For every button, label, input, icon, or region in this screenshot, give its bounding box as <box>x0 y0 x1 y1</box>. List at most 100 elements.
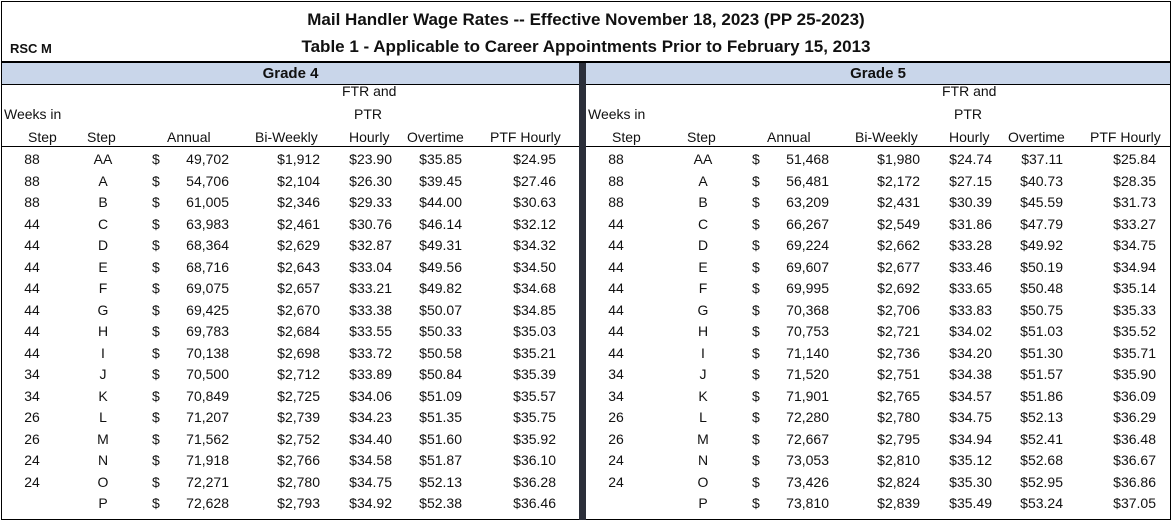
currency-symbol: $ <box>152 301 160 318</box>
table-row: 88 B $61,005 $2,346 $29.33 $44.00 $30.63 <box>2 192 579 214</box>
ptf-hourly-cell: $35.14 <box>1113 280 1156 296</box>
currency-symbol: $ <box>152 366 160 382</box>
step-cell: H <box>97 323 109 339</box>
weeks-in-step-cell: 44 <box>24 323 40 339</box>
annual-cell: 69,607 <box>786 258 829 275</box>
biweekly-cell: $2,739 <box>277 409 320 425</box>
annual-cell: 69,425 <box>186 301 229 318</box>
hourly-cell: $24.74 <box>949 151 992 167</box>
weeks-in-step-cell: 44 <box>608 344 624 361</box>
biweekly-cell: $2,657 <box>277 280 320 296</box>
hourly-cell: $31.86 <box>949 215 992 232</box>
currency-symbol: $ <box>752 194 760 210</box>
table-row: 44 E $69,607 $2,677 $33.46 $50.19 $34.94 <box>586 257 1170 279</box>
annual-cell: 72,667 <box>786 430 829 447</box>
annual-cell: 69,224 <box>786 237 829 253</box>
annual-cell: 68,716 <box>186 258 229 275</box>
table-row: 44 C $66,267 $2,549 $31.86 $47.79 $33.27 <box>586 214 1170 236</box>
overtime-cell: $39.45 <box>419 172 462 189</box>
header-hourly: Hourly <box>349 129 390 145</box>
step-cell: M <box>97 430 109 447</box>
header-ptf-hourly: PTF Hourly <box>490 129 561 145</box>
header-hourly: Hourly <box>949 129 990 145</box>
annual-cell: 66,267 <box>786 215 829 232</box>
ptf-hourly-cell: $35.39 <box>513 366 556 382</box>
table-row: 24 N $73,053 $2,810 $35.12 $52.68 $36.67 <box>586 450 1170 472</box>
grade-panel-5: Grade 5 Weeks in Step Step Annual Bi-Weekly FT… <box>586 63 1170 520</box>
currency-symbol: $ <box>752 237 760 253</box>
annual-cell: 54,706 <box>186 172 229 189</box>
biweekly-cell: $2,346 <box>277 194 320 210</box>
table-row: 24 O $73,426 $2,824 $35.30 $52.95 $36.86 <box>586 472 1170 494</box>
table-row: P $73,810 $2,839 $35.49 $53.24 $37.05 <box>586 493 1170 515</box>
ptf-hourly-cell: $35.57 <box>513 387 556 404</box>
overtime-cell: $52.68 <box>1020 452 1063 468</box>
biweekly-cell: $2,793 <box>277 495 320 511</box>
step-cell: C <box>97 215 109 232</box>
biweekly-cell: $2,706 <box>877 301 920 318</box>
currency-symbol: $ <box>752 151 760 167</box>
biweekly-cell: $2,766 <box>277 452 320 468</box>
overtime-cell: $45.59 <box>1020 194 1063 210</box>
currency-symbol: $ <box>752 280 760 296</box>
grade-header: Grade 5 <box>586 63 1170 85</box>
table-row: 26 L $72,280 $2,780 $34.75 $52.13 $36.29 <box>586 407 1170 429</box>
currency-symbol: $ <box>152 387 160 404</box>
table-row: 26 M $72,667 $2,795 $34.94 $52.41 $36.48 <box>586 429 1170 451</box>
weeks-in-step-cell: 24 <box>24 473 40 490</box>
biweekly-cell: $2,839 <box>877 495 920 511</box>
step-cell: N <box>697 452 709 468</box>
overtime-cell: $52.95 <box>1020 473 1063 490</box>
ptf-hourly-cell: $36.48 <box>1113 430 1156 447</box>
ptf-hourly-cell: $37.05 <box>1113 495 1156 511</box>
annual-cell: 72,280 <box>786 409 829 425</box>
ptf-hourly-cell: $24.95 <box>513 151 556 167</box>
biweekly-cell: $2,692 <box>877 280 920 296</box>
overtime-cell: $50.84 <box>419 366 462 382</box>
annual-cell: 71,901 <box>786 387 829 404</box>
biweekly-cell: $2,736 <box>877 344 920 361</box>
step-cell: J <box>699 366 707 382</box>
currency-symbol: $ <box>752 323 760 339</box>
weeks-in-step-cell: 44 <box>608 323 624 339</box>
overtime-cell: $51.57 <box>1020 366 1063 382</box>
weeks-in-step-cell: 44 <box>24 215 40 232</box>
annual-cell: 73,426 <box>786 473 829 490</box>
hourly-cell: $32.87 <box>349 237 392 253</box>
document-title: Mail Handler Wage Rates -- Effective Nov… <box>307 10 865 29</box>
weeks-in-step-cell: 44 <box>24 237 40 253</box>
ptf-hourly-cell: $32.12 <box>513 215 556 232</box>
overtime-cell: $51.86 <box>1020 387 1063 404</box>
hourly-cell: $27.15 <box>949 172 992 189</box>
currency-symbol: $ <box>752 258 760 275</box>
biweekly-cell: $2,549 <box>877 215 920 232</box>
overtime-cell: $49.31 <box>419 237 462 253</box>
weeks-in-step-cell: 34 <box>24 366 40 382</box>
overtime-cell: $37.11 <box>1021 151 1063 167</box>
currency-symbol: $ <box>152 344 160 361</box>
weeks-in-step-cell: 44 <box>608 258 624 275</box>
rate-rows: 88 AA $49,702 $1,912 $23.90 $35.85 $24.95 88 A $5… <box>2 149 579 515</box>
annual-cell: 61,005 <box>186 194 229 210</box>
annual-cell: 71,918 <box>186 452 229 468</box>
step-cell: M <box>697 430 709 447</box>
biweekly-cell: $2,824 <box>877 473 920 490</box>
currency-symbol: $ <box>752 344 760 361</box>
weeks-in-step-cell: 44 <box>24 344 40 361</box>
overtime-cell: $44.00 <box>419 194 462 210</box>
annual-cell: 70,753 <box>786 323 829 339</box>
hourly-cell: $34.23 <box>349 409 392 425</box>
biweekly-cell: $2,795 <box>877 430 920 447</box>
ptf-hourly-cell: $35.52 <box>1113 323 1156 339</box>
annual-cell: 51,468 <box>786 151 829 167</box>
biweekly-cell: $2,684 <box>277 323 320 339</box>
annual-cell: 69,075 <box>186 280 229 296</box>
step-cell: A <box>98 172 108 189</box>
ptf-hourly-cell: $35.75 <box>513 409 556 425</box>
ptf-hourly-cell: $34.75 <box>1113 237 1156 253</box>
header-biweekly: Bi-Weekly <box>855 129 918 145</box>
currency-symbol: $ <box>752 387 760 404</box>
step-cell: K <box>698 387 708 404</box>
grade-panel-4: Grade 4 Weeks in Step Step Annual Bi-Weekly FT… <box>2 63 579 520</box>
